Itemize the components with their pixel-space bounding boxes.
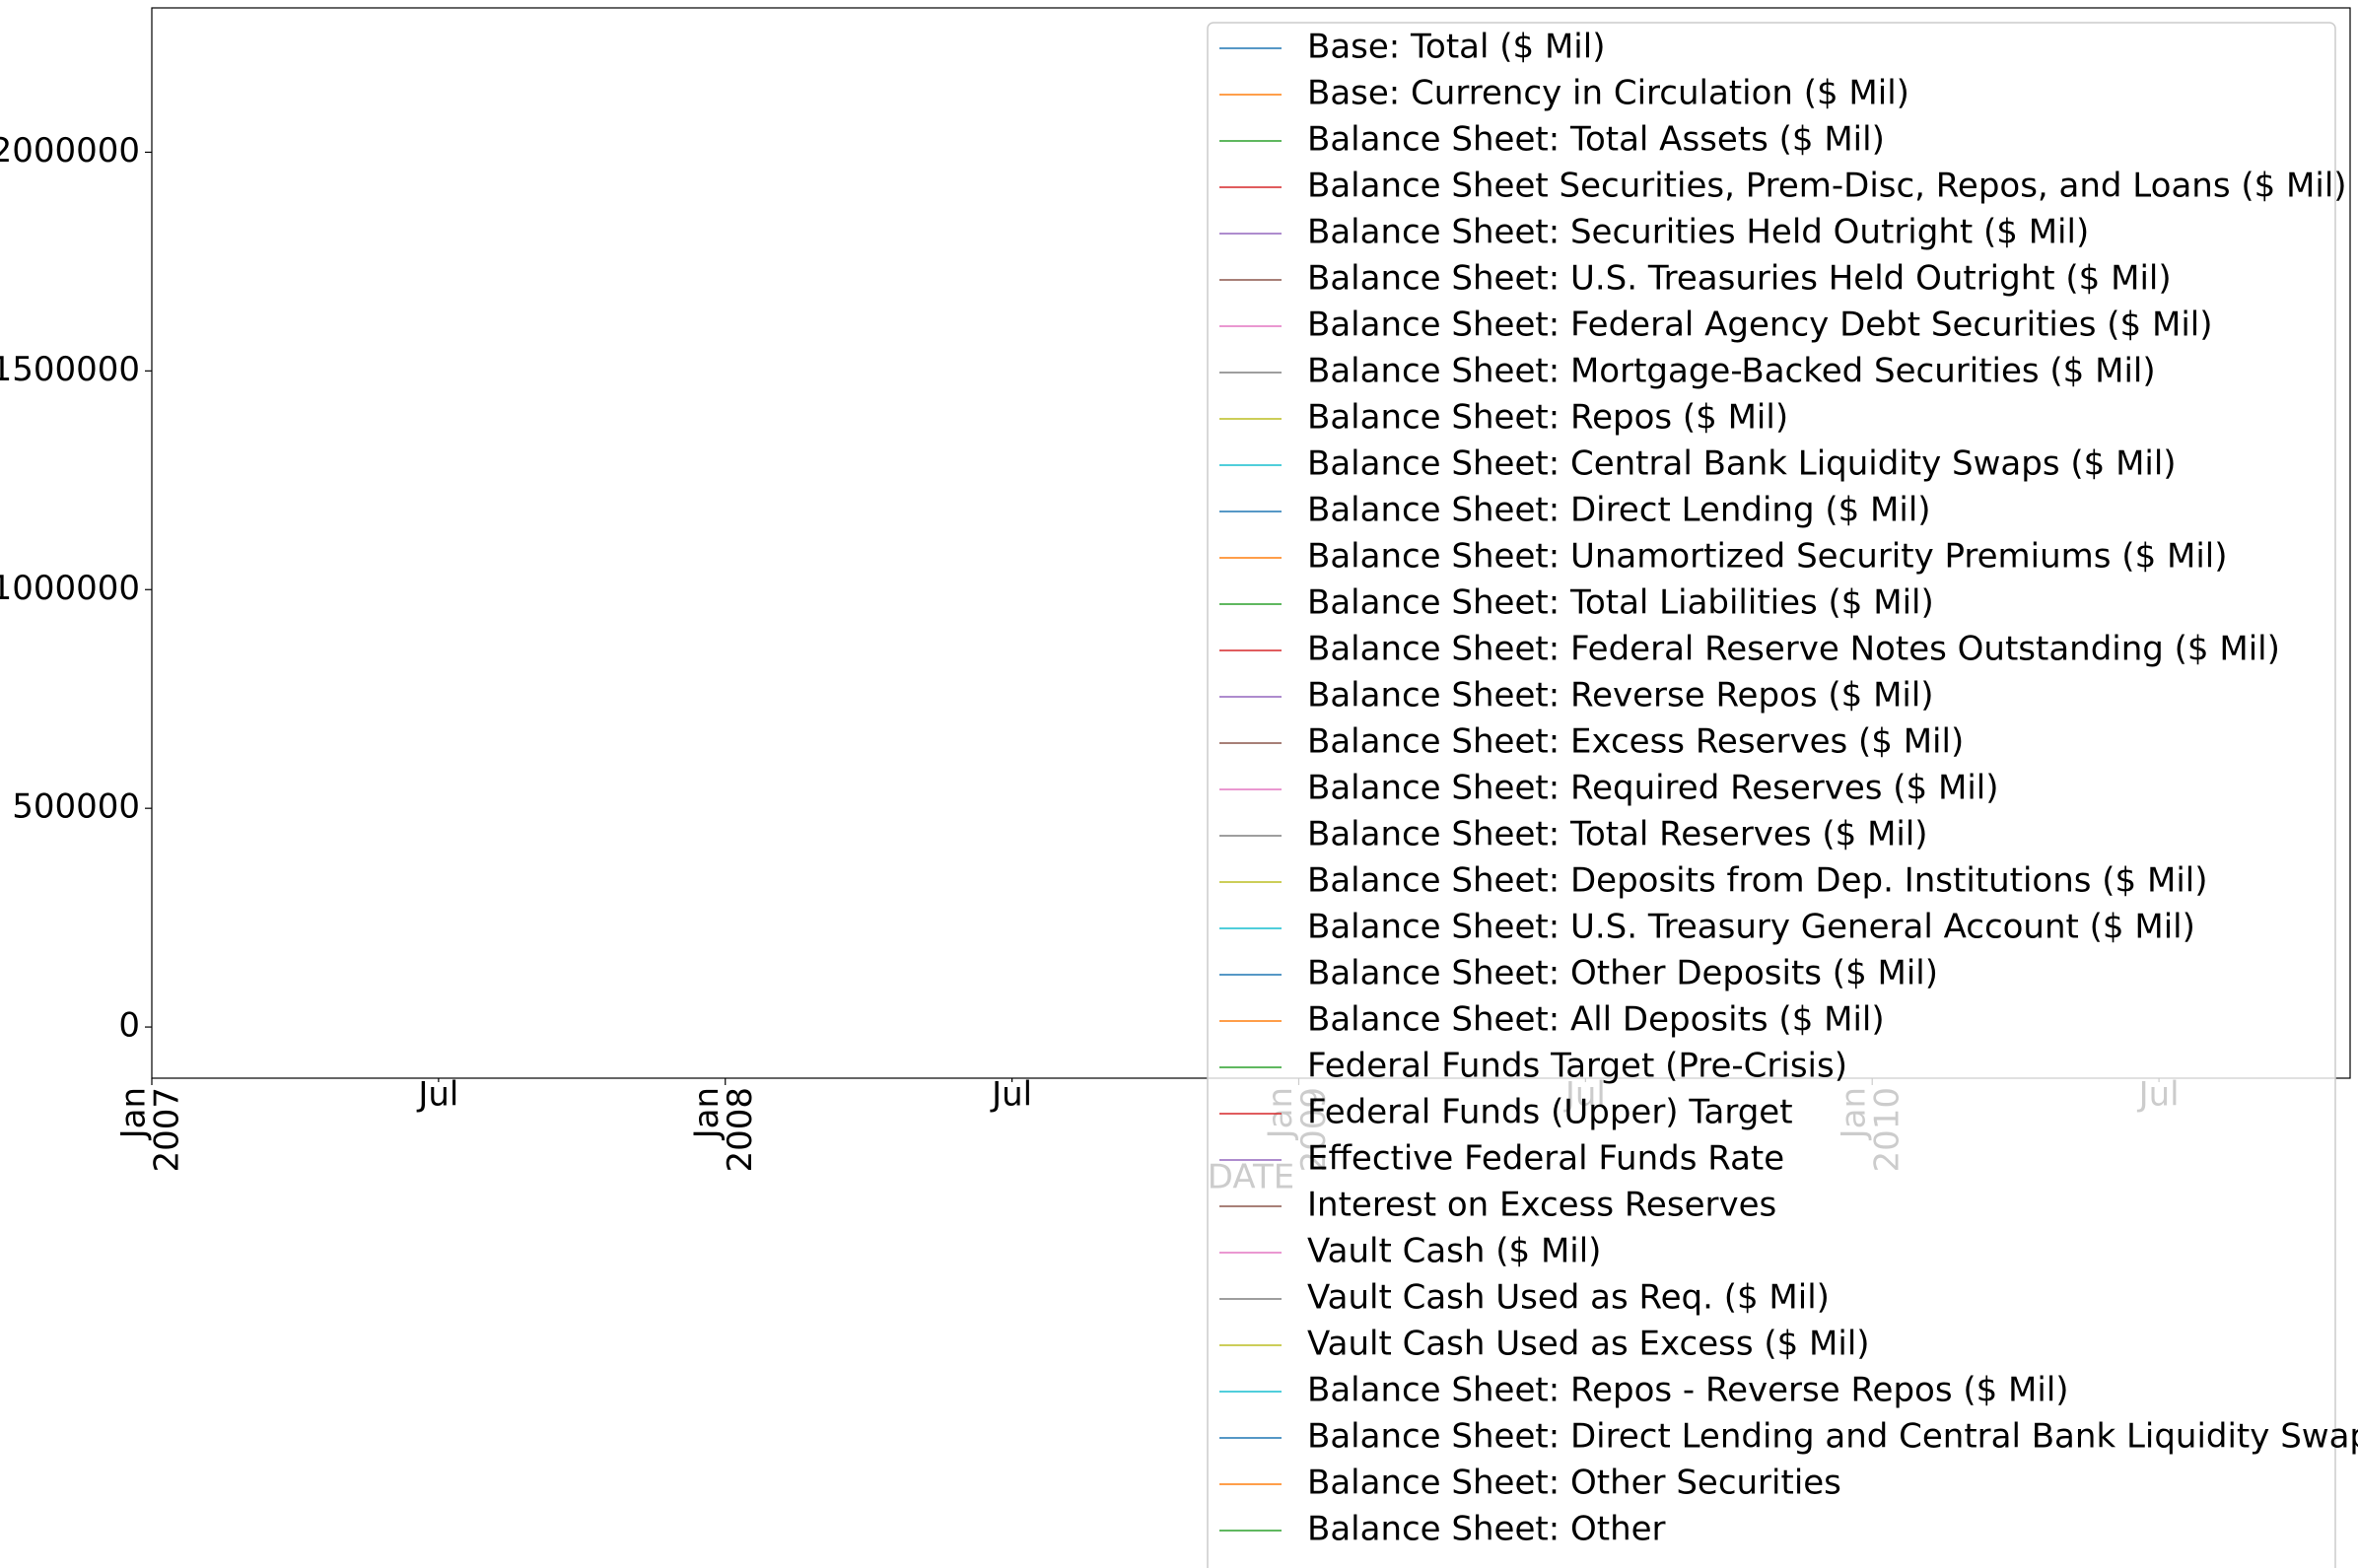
x-tick-label: Jul	[416, 1075, 458, 1115]
legend-label: Balance Sheet: Unamortized Security Prem…	[1307, 537, 2228, 577]
y-tick-label: 0	[118, 1006, 140, 1046]
legend-label: Balance Sheet: Other Deposits ($ Mil)	[1307, 954, 1938, 993]
legend-label: Balance Sheet: U.S. Treasury General Acc…	[1307, 908, 2195, 947]
legend-label: Federal Funds (Upper) Target	[1307, 1093, 1793, 1132]
y-tick-label: 2000000	[0, 131, 140, 170]
x-tick-label: Jul	[990, 1075, 1032, 1115]
legend-label: Balance Sheet: Securities Held Outright …	[1307, 213, 2089, 252]
legend-label: Balance Sheet: Reverse Repos ($ Mil)	[1307, 676, 1934, 716]
legend-label: Vault Cash ($ Mil)	[1307, 1232, 1601, 1271]
legend-label: Balance Sheet: Mortgage-Backed Securitie…	[1307, 352, 2156, 391]
legend-label: Interest on Excess Reserves	[1307, 1186, 1776, 1225]
legend-label: Balance Sheet: Other	[1307, 1510, 1666, 1549]
legend-label: Federal Funds Target (Pre-Crisis)	[1307, 1047, 1847, 1086]
legend-label: Balance Sheet: U.S. Treasuries Held Outr…	[1307, 259, 2172, 299]
legend-label: Balance Sheet: Total Liabilities ($ Mil)	[1307, 583, 1934, 623]
y-tick-label: 1500000	[0, 350, 140, 389]
legend-label: Balance Sheet: Required Reserves ($ Mil)	[1307, 769, 1998, 808]
legend-label: Balance Sheet: Other Securities	[1307, 1464, 1841, 1503]
legend-label: Vault Cash Used as Excess ($ Mil)	[1307, 1325, 1870, 1364]
legend-label: Base: Currency in Circulation ($ Mil)	[1307, 74, 1909, 113]
y-tick-label: 500000	[12, 787, 140, 827]
legend-label: Balance Sheet: Direct Lending and Centra…	[1307, 1417, 2358, 1457]
legend-label: Vault Cash Used as Req. ($ Mil)	[1307, 1278, 1830, 1318]
legend-label: Balance Sheet: Direct Lending ($ Mil)	[1307, 491, 1931, 530]
legend-label: Balance Sheet: Deposits from Dep. Instit…	[1307, 861, 2207, 901]
legend-label: Balance Sheet: Repos ($ Mil)	[1307, 398, 1788, 438]
legend-label: Balance Sheet: Total Reserves ($ Mil)	[1307, 815, 1928, 854]
legend-label: Balance Sheet: Total Assets ($ Mil)	[1307, 120, 1885, 160]
legend-label: Balance Sheet: All Deposits ($ Mil)	[1307, 1000, 1885, 1040]
legend-label: Balance Sheet: Federal Agency Debt Secur…	[1307, 306, 2212, 345]
legend-label: Balance Sheet Securities, Prem-Disc, Rep…	[1307, 167, 2347, 206]
legend-label: Balance Sheet: Federal Reserve Notes Out…	[1307, 630, 2280, 669]
x-tick-label: Jan	[687, 1087, 727, 1140]
x-tick-year: 2008	[721, 1087, 760, 1173]
legend-label: Base: Total ($ Mil)	[1307, 28, 1605, 67]
legend-label: Balance Sheet: Excess Reserves ($ Mil)	[1307, 722, 1964, 762]
legend-label: Balance Sheet: Repos - Reverse Repos ($ …	[1307, 1371, 2069, 1410]
x-tick-label: Jan	[114, 1087, 154, 1140]
y-tick-label: 1000000	[0, 569, 140, 608]
x-tick-year: 2007	[148, 1087, 187, 1173]
legend-label: Effective Federal Funds Rate	[1307, 1139, 1784, 1179]
legend-box	[1207, 22, 2336, 1568]
legend-label: Balance Sheet: Central Bank Liquidity Sw…	[1307, 444, 2177, 484]
